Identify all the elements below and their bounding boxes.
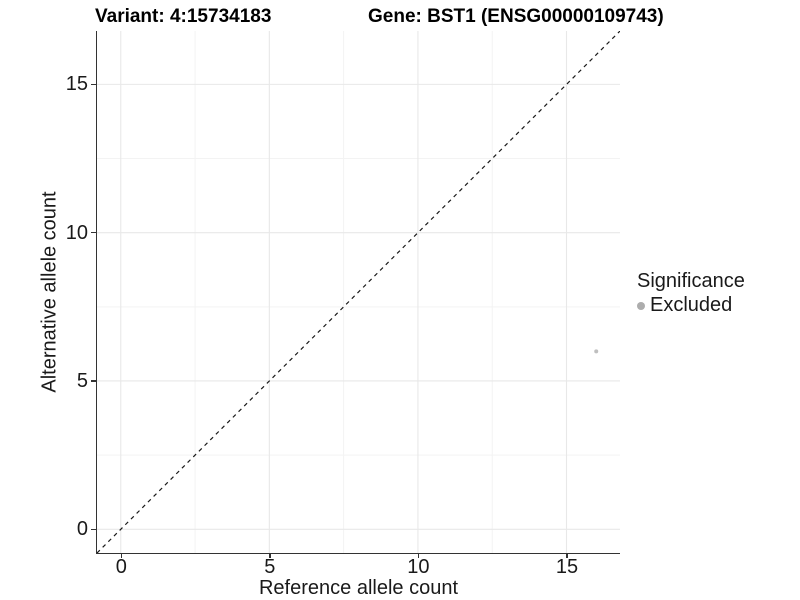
legend-item-excluded: Excluded	[632, 294, 745, 317]
data-point	[594, 349, 599, 354]
x-tick-mark	[269, 553, 271, 558]
y-tick-label: 0	[76, 518, 88, 541]
x-tick-label: 5	[264, 556, 276, 578]
x-tick-label: 0	[115, 556, 127, 578]
legend-title: Significance	[637, 270, 745, 292]
x-tick-mark	[417, 553, 420, 558]
y-tick-mark	[91, 231, 96, 234]
y-tick-mark	[91, 380, 96, 382]
excluded-point-icon	[637, 301, 645, 310]
x-tick-label: 10	[407, 556, 430, 578]
identity-line	[97, 31, 620, 553]
y-axis-title-text: Alternative allele count	[38, 191, 61, 393]
plot-panel	[96, 31, 620, 554]
y-tick-label: 15	[65, 73, 88, 96]
gene-title: Gene: BST1 (ENSG00000109743)	[368, 6, 664, 27]
plot-canvas	[97, 31, 620, 553]
y-tick-label: 10	[65, 221, 88, 244]
x-tick-label: 15	[555, 556, 579, 578]
variant-title: Variant: 4:15734183	[95, 6, 272, 27]
legend-item-label: Excluded	[650, 294, 733, 316]
x-tick-mark	[566, 553, 568, 558]
x-axis-title: Reference allele count	[258, 577, 458, 599]
y-tick-label: 5	[76, 369, 88, 392]
y-tick-mark	[91, 83, 96, 86]
legend: Significance Excluded	[632, 270, 745, 317]
legend-key	[632, 301, 650, 310]
y-tick-mark	[91, 528, 96, 530]
x-tick-mark	[120, 553, 122, 558]
